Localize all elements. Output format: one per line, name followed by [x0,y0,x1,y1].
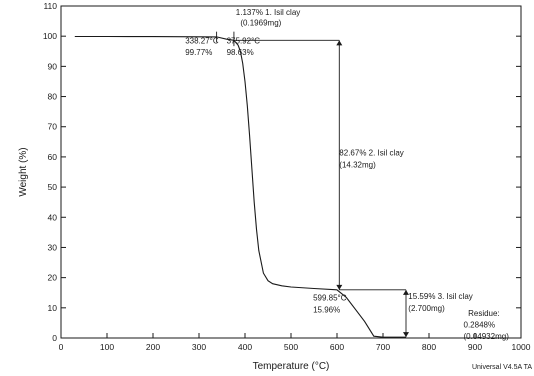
annotation-label: 338.27°C [185,37,219,46]
annotation-label: Residue: [468,309,500,318]
step-markers [216,31,409,338]
y-axis-label: Weight (%) [18,147,29,196]
y-tick-label: 50 [48,182,58,192]
y-tick-label: 10 [48,303,58,313]
x-axis-label: Temperature (°C) [253,361,330,372]
step3-arrow-head-top [403,289,409,295]
annotation-label: 0.2848% [464,320,496,329]
y-tick-label: 0 [52,333,57,343]
x-tick-label: 300 [192,342,206,352]
x-tick-label: 600 [330,342,344,352]
x-tick-label: 200 [146,342,160,352]
y-tick-label: 110 [43,1,57,11]
y-axis-ticks: 0 10 20 30 40 50 60 70 80 90 100 110 [43,1,521,343]
annotation-label: (0.1969mg) [240,18,281,27]
annotation-label: 98.63% [227,48,254,57]
step3-arrow-head-bottom [403,332,409,338]
y-tick-label: 30 [48,242,58,252]
annotation-label: 599.85°C [313,294,347,303]
annotation-label: 1.137% 1. Isil clay [236,8,300,17]
annotation-label: (2.700mg) [408,304,445,313]
step2-arrow-head-top [336,40,343,46]
y-tick-label: 100 [43,31,57,41]
weight-curve [74,35,406,338]
x-tick-label: 900 [468,342,482,352]
x-tick-label: 100 [100,342,114,352]
y-tick-label: 40 [48,212,58,222]
annotation-label: (0.04932mg) [464,332,510,341]
x-tick-label: 700 [376,342,390,352]
y-tick-label: 60 [48,152,58,162]
annotation-label: 82.67% 2. Isil clay [339,148,403,157]
x-tick-label: 1000 [512,342,531,352]
step2-arrow-head-bottom [336,284,343,290]
plot-area-frame [60,5,522,339]
y-tick-label: 70 [48,122,58,132]
annotation-label: (14.32mg) [339,160,376,169]
annotation-label: 99.77% [185,48,212,57]
x-axis-ticks: 0 100 200 300 400 500 600 700 800 900 1000 [59,333,531,352]
annotation-label: 15.59% 3. Isil clay [408,292,472,301]
y-tick-label: 90 [48,61,58,71]
y-tick-label: 80 [48,92,58,102]
instrument-footer: Universal V4.5A TA [472,364,532,371]
x-tick-label: 0 [59,342,64,352]
x-tick-label: 400 [238,342,252,352]
x-tick-label: 500 [284,342,298,352]
annotations: 1.137% 1. Isil clay(0.1969mg) 338.27°C 99.… [185,8,509,341]
y-tick-label: 20 [48,273,58,283]
x-tick-label: 800 [422,342,436,352]
annotation-label: 375.92°C [227,37,261,46]
annotation-label: 15.96% [313,305,340,314]
